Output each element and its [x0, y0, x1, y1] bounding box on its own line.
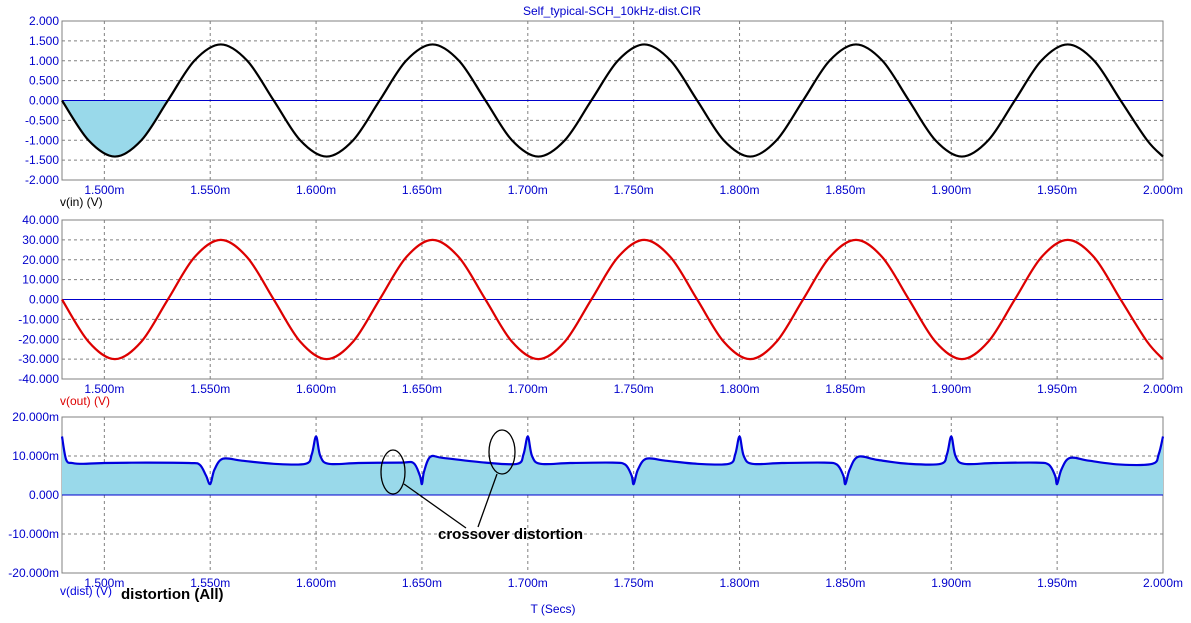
vdist-x-tick-label: 2.000m: [1143, 576, 1183, 590]
vin-x-tick-label: 1.800m: [720, 183, 760, 197]
crossover-label: crossover distortion: [438, 526, 583, 543]
vin-x-tick-label: 2.000m: [1143, 183, 1183, 197]
vdist-x-tick-label: 1.600m: [296, 576, 336, 590]
vdist-y-tick-label: 20.000m: [12, 410, 59, 424]
vout-x-tick-label: 1.800m: [720, 382, 760, 396]
vin-x-tick-label: 1.500m: [84, 183, 124, 197]
vout-x-tick-label: 1.650m: [402, 382, 442, 396]
vout-y-tick-label: -40.000: [18, 372, 59, 386]
vin-y-tick-label: 2.000: [29, 14, 59, 28]
vout-y-tick-label: 40.000: [22, 213, 59, 227]
vdist-shaded-area: [62, 436, 1163, 495]
vin-x-tick-label: 1.750m: [614, 183, 654, 197]
vin-y-tick-label: -0.500: [25, 113, 59, 127]
vout-x-tick-label: 1.600m: [296, 382, 336, 396]
vdist-x-tick-label: 1.950m: [1037, 576, 1077, 590]
vin-y-tick-label: 0.500: [29, 74, 59, 88]
vout-y-tick-label: -20.000: [18, 332, 59, 346]
vin-x-tick-label: 1.850m: [825, 183, 865, 197]
vout-y-tick-label: 10.000: [22, 273, 59, 287]
crossover-marker-ellipse-left: [380, 449, 406, 495]
vin-y-tick-label: 1.000: [29, 54, 59, 68]
vin-series-label: v(in) (V): [60, 195, 103, 209]
vdist-x-tick-label: 1.850m: [825, 576, 865, 590]
vout-y-tick-label: -30.000: [18, 352, 59, 366]
vin-x-tick-label: 1.600m: [296, 183, 336, 197]
dist-all-label: distortion (All): [121, 586, 223, 603]
vout-x-tick-label: 1.500m: [84, 382, 124, 396]
vdist-panel: 20.000m 10.000m 0.000 -10.000m -20.000m 1.500…: [8, 410, 1183, 598]
vdist-x-tick-label: 1.550m: [190, 576, 230, 590]
vdist-y-tick-label: 0.000: [29, 488, 59, 502]
vdist-y-tick-label: -10.000m: [8, 527, 59, 541]
vdist-x-tick-label: 1.900m: [931, 576, 971, 590]
vdist-x-tick-label: 1.800m: [720, 576, 760, 590]
vin-x-tick-label: 1.900m: [931, 183, 971, 197]
vin-x-tick-label: 1.700m: [508, 183, 548, 197]
vdist-y-tick-label: -20.000m: [8, 566, 59, 580]
vin-x-tick-label: 1.650m: [402, 183, 442, 197]
vout-x-tick-label: 1.750m: [614, 382, 654, 396]
vout-x-tick-label: 1.850m: [825, 382, 865, 396]
vdist-x-tick-label: 1.650m: [402, 576, 442, 590]
vdist-x-tick-label: 1.700m: [508, 576, 548, 590]
vdist-series-line: [60, 435, 1165, 486]
vin-shaded-area: [62, 100, 168, 157]
crossover-marker-ellipse-right: [488, 429, 516, 475]
vin-y-tick-label: 0.000: [29, 94, 59, 108]
vout-y-tick-label: 0.000: [29, 293, 59, 307]
vin-x-tick-label: 1.950m: [1037, 183, 1077, 197]
vin-y-tick-label: 1.500: [29, 34, 59, 48]
vin-y-tick-label: -2.000: [25, 173, 59, 187]
vout-x-tick-label: 1.900m: [931, 382, 971, 396]
vout-y-tick-label: 30.000: [22, 233, 59, 247]
vout-series-label: v(out) (V): [60, 394, 110, 408]
x-axis-label: T (Secs): [530, 602, 575, 616]
crossover-leader-right: [477, 473, 498, 528]
vout-panel: 40.000 30.000 20.000 10.000 0.000 -10.000 -20.…: [18, 213, 1183, 408]
vout-x-tick-label: 1.700m: [508, 382, 548, 396]
vin-series-line: [61, 43, 1164, 158]
vout-series-line: [61, 238, 1164, 361]
vout-y-tick-label: -10.000: [18, 312, 59, 326]
vout-x-tick-label: 1.550m: [190, 382, 230, 396]
vdist-series-label: v(dist) (V): [60, 584, 112, 598]
crossover-annotation: crossover distortion: [380, 429, 583, 543]
vin-x-tick-label: 1.550m: [190, 183, 230, 197]
vout-y-tick-label: 20.000: [22, 253, 59, 267]
vdist-y-tick-label: 10.000m: [12, 449, 59, 463]
vout-x-tick-label: 1.950m: [1037, 382, 1077, 396]
crossover-leader-left: [403, 483, 467, 529]
chart-title: Self_typical-SCH_10kHz-dist.CIR: [523, 4, 701, 18]
vdist-x-tick-label: 1.750m: [614, 576, 654, 590]
vdist-x-tick-label: 1.500m: [84, 576, 124, 590]
vin-y-tick-label: -1.500: [25, 153, 59, 167]
vin-panel: 2.000 1.500 1.000 0.500 0.000 -0.500 -1.000 -1.…: [25, 14, 1183, 209]
vin-y-tick-label: -1.000: [25, 133, 59, 147]
vout-x-tick-label: 2.000m: [1143, 382, 1183, 396]
